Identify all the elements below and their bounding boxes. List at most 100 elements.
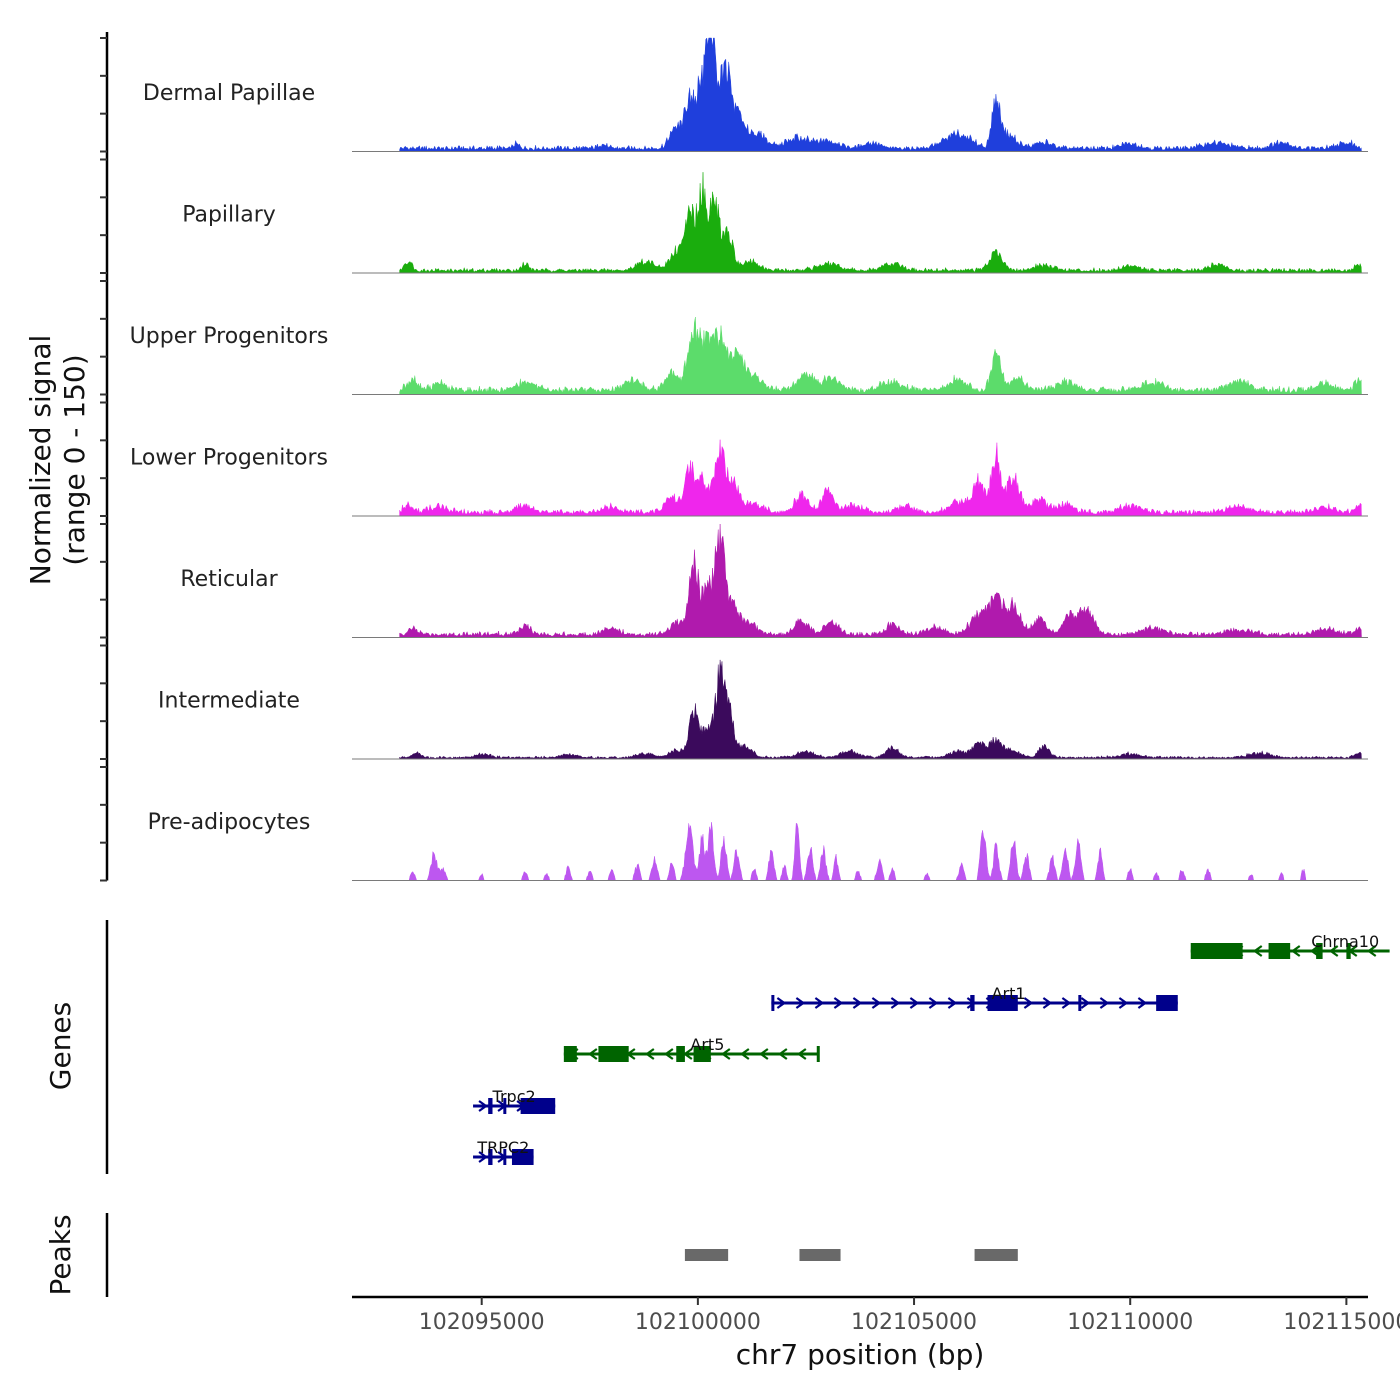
strand-arrow <box>890 997 901 1009</box>
gene-label: Trpc2 <box>492 1087 536 1106</box>
strand-arrow <box>796 1048 807 1060</box>
strand-arrow <box>1061 997 1072 1009</box>
track-label: Lower Progenitors <box>130 446 328 471</box>
exon-block <box>693 1046 711 1062</box>
x-axis: 102095000 102100000 102105000 102110000 1021… <box>352 1295 1400 1335</box>
exon-block <box>1190 943 1243 959</box>
coverage-track <box>352 659 1368 760</box>
gene-model: TRPC2 <box>473 1138 534 1165</box>
peak-region <box>799 1249 841 1261</box>
exon-block <box>970 995 975 1011</box>
gene-model: Art1 <box>771 984 1178 1011</box>
coverage-area <box>399 172 1362 274</box>
track-label: Intermediate <box>158 689 300 714</box>
strand-arrow <box>644 1048 655 1060</box>
strand-arrow <box>1099 997 1110 1009</box>
coverage-area <box>399 316 1362 395</box>
coverage-tracks <box>352 37 1368 881</box>
strand-arrow <box>1252 945 1263 957</box>
track-labels: Dermal Papillae Papillary Upper Progenitor… <box>100 32 329 882</box>
strand-arrow <box>777 1048 788 1060</box>
track-label: Pre-adipocytes <box>148 810 311 835</box>
peak-region <box>974 1249 1018 1261</box>
x-tick-label: 102110000 <box>1067 1310 1193 1335</box>
coverage-area <box>399 439 1362 517</box>
strand-arrow <box>852 997 863 1009</box>
track-label: Reticular <box>180 567 278 592</box>
strand-arrow <box>663 1048 674 1060</box>
strand-arrow <box>739 1048 750 1060</box>
gene-model: Art5 <box>563 1035 820 1062</box>
coverage-track <box>352 172 1368 274</box>
strand-arrow <box>587 1048 598 1060</box>
exon-block <box>488 1098 493 1114</box>
track-label: Upper Progenitors <box>130 324 329 349</box>
strand-arrow <box>909 997 920 1009</box>
coverage-track <box>352 822 1368 881</box>
strand-arrow <box>478 1151 488 1163</box>
coverage-track <box>352 37 1368 152</box>
x-axis-title: chr7 position (bp) <box>736 1338 985 1371</box>
coverage-area <box>399 37 1362 152</box>
strand-arrow <box>1080 997 1091 1009</box>
gene-model: Chrna10 <box>1190 932 1390 959</box>
exon-block <box>771 995 775 1011</box>
gene-model: Trpc2 <box>473 1087 556 1114</box>
exon-block <box>1316 943 1323 959</box>
genes-track-title: Genes <box>44 1002 77 1090</box>
strand-arrow <box>833 997 844 1009</box>
gene-annotation-track: Chrna10 Art1 Art5 Trpc2 TRPC2 <box>105 920 1390 1174</box>
x-tick-label: 102095000 <box>419 1310 545 1335</box>
peak-track <box>105 1213 1018 1297</box>
strand-arrow <box>871 997 882 1009</box>
exon-block <box>987 995 1018 1011</box>
coverage-track <box>352 316 1368 395</box>
strand-arrow <box>928 997 939 1009</box>
exon-block <box>503 1149 507 1165</box>
x-tick-label: 102115000 <box>1283 1310 1400 1335</box>
exon-block <box>511 1149 534 1165</box>
exon-block <box>488 1149 493 1165</box>
x-tick-label: 102105000 <box>851 1310 977 1335</box>
exon-block <box>816 1046 820 1062</box>
gene-label: Chrna10 <box>1311 932 1379 951</box>
exon-block <box>1078 995 1082 1011</box>
strand-arrow <box>720 1048 731 1060</box>
strand-arrow <box>1118 997 1129 1009</box>
strand-arrow <box>1042 997 1053 1009</box>
coverage-area <box>399 659 1362 760</box>
strand-arrow <box>1137 997 1148 1009</box>
y-axis <box>100 32 109 882</box>
strand-arrow <box>776 997 787 1009</box>
strand-arrow <box>478 1100 488 1112</box>
y-axis-title-line2: (range 0 - 150) <box>58 354 91 565</box>
strand-arrow <box>1023 997 1034 1009</box>
strand-arrow <box>1290 945 1301 957</box>
exon-block <box>563 1046 577 1062</box>
exon-block <box>520 1098 556 1114</box>
strand-arrow <box>795 997 806 1009</box>
peaks-track-title: Peaks <box>44 1214 77 1295</box>
coverage-area <box>399 822 1362 881</box>
track-label: Dermal Papillae <box>143 81 315 106</box>
coverage-track <box>352 523 1368 638</box>
gene-label: Art5 <box>690 1035 724 1054</box>
strand-arrow <box>1366 945 1377 957</box>
peak-region <box>684 1249 729 1261</box>
strand-arrow <box>1328 945 1339 957</box>
coverage-area <box>399 523 1362 638</box>
x-tick-label: 102100000 <box>635 1310 761 1335</box>
exon-block <box>1156 995 1178 1011</box>
exon-block <box>1346 943 1351 959</box>
track-label: Papillary <box>182 203 276 228</box>
y-axis-title-line1: Normalized signal <box>24 335 57 586</box>
strand-arrow <box>947 997 958 1009</box>
exon-block <box>676 1046 685 1062</box>
gene-label: Art1 <box>992 984 1026 1003</box>
exon-block <box>598 1046 629 1062</box>
exon-block <box>503 1098 507 1114</box>
strand-arrow <box>758 1048 769 1060</box>
strand-arrow <box>814 997 825 1009</box>
exon-block <box>1268 943 1291 959</box>
